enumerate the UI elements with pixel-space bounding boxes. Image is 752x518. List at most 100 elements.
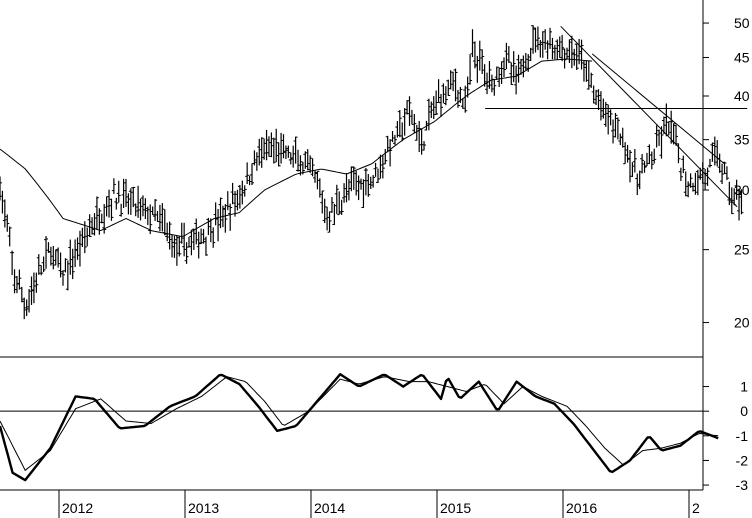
price-bar [499, 61, 504, 84]
price-bar [187, 236, 191, 248]
price-bar [380, 155, 385, 179]
price-bar [70, 248, 75, 280]
price-bar [291, 145, 296, 168]
oscillator-tick-label: 1 [740, 379, 748, 395]
price-bar [710, 142, 715, 162]
price-bar [5, 214, 10, 232]
price-bar [666, 121, 671, 136]
price-bar [320, 190, 325, 214]
price-bar [640, 153, 645, 174]
price-bar [717, 153, 722, 173]
price-bar [397, 110, 402, 138]
price-bar [53, 249, 58, 266]
price-bar [157, 204, 162, 232]
price-bar [371, 174, 376, 188]
price-panel [0, 25, 748, 320]
price-bar [298, 155, 303, 176]
year-label: 2015 [440, 500, 471, 516]
price-bar [620, 127, 625, 148]
price-axis: 20 25 30 35 40 45 50 [703, 15, 750, 331]
price-bar [332, 203, 337, 225]
price-bar [548, 27, 553, 49]
price-bar [514, 65, 519, 95]
price-bar [482, 64, 487, 87]
price-bar [446, 79, 451, 96]
price-bar [492, 78, 497, 96]
price-bar [257, 138, 262, 166]
price-bar [266, 136, 271, 157]
year-label: 2 [692, 500, 700, 516]
price-bar [480, 49, 485, 74]
price-bar [356, 175, 361, 201]
price-bar [487, 61, 492, 89]
price-bar [17, 269, 22, 290]
price-bar [19, 286, 24, 303]
price-bar [506, 45, 511, 63]
price-bar [121, 178, 126, 209]
moving-average-line [0, 58, 593, 238]
price-bar [41, 256, 46, 273]
price-bar [630, 162, 635, 177]
price-bar [475, 55, 480, 83]
price-bar [654, 125, 659, 148]
price-bar [165, 222, 170, 242]
price-bar [376, 168, 380, 184]
price-bar [535, 26, 540, 51]
price-bar [606, 104, 611, 135]
oscillator-axis: -3 -2 -1 0 1 [703, 379, 749, 493]
price-bar [657, 129, 662, 146]
price-bar [162, 209, 167, 236]
price-bar [715, 140, 720, 167]
price-bar [429, 101, 434, 118]
price-bar [557, 36, 562, 59]
price-bar [2, 199, 7, 228]
price-bar [172, 235, 177, 258]
oscillator-tick-label: -1 [736, 428, 749, 444]
price-bar [615, 117, 620, 140]
price-bar [586, 60, 591, 90]
price-bar [443, 86, 448, 106]
price-bar [252, 150, 257, 166]
price-bar [739, 189, 744, 215]
price-bar [317, 178, 322, 198]
price-bar [191, 228, 196, 250]
price-bar [223, 204, 228, 233]
price-bar [448, 70, 453, 90]
price-bar [99, 213, 104, 224]
price-bar [85, 227, 90, 247]
price-bar [489, 74, 494, 93]
price-bar [334, 184, 339, 215]
price-bar [502, 57, 506, 77]
price-bar [296, 149, 301, 172]
price-bar [211, 227, 216, 248]
price-bar [65, 260, 70, 291]
year-label: 2014 [314, 500, 345, 516]
price-bar [533, 27, 538, 53]
price-bar [160, 203, 165, 232]
price-bar [579, 39, 584, 70]
price-bar [153, 199, 158, 221]
price-bar [550, 37, 555, 60]
price-bar [497, 67, 502, 88]
price-bar [138, 198, 143, 221]
price-bar [303, 151, 308, 169]
price-tick-label: 45 [734, 49, 750, 65]
price-bar [48, 246, 53, 266]
price-bar [574, 43, 579, 71]
price-bar [540, 31, 545, 58]
price-bar [133, 203, 138, 217]
oscillator-tick-label: -3 [736, 477, 749, 493]
price-bar [325, 206, 330, 231]
price-bar [225, 191, 230, 211]
price-bar [468, 54, 473, 85]
price-bar [359, 178, 364, 190]
price-bar [61, 270, 65, 286]
price-bar [203, 236, 208, 256]
price-bar [235, 189, 240, 211]
price-bar [555, 39, 560, 60]
price-bar [560, 34, 565, 62]
price-bar [250, 163, 254, 186]
price-bar [7, 226, 12, 247]
price-bar [477, 40, 482, 71]
price-bar [388, 139, 393, 167]
